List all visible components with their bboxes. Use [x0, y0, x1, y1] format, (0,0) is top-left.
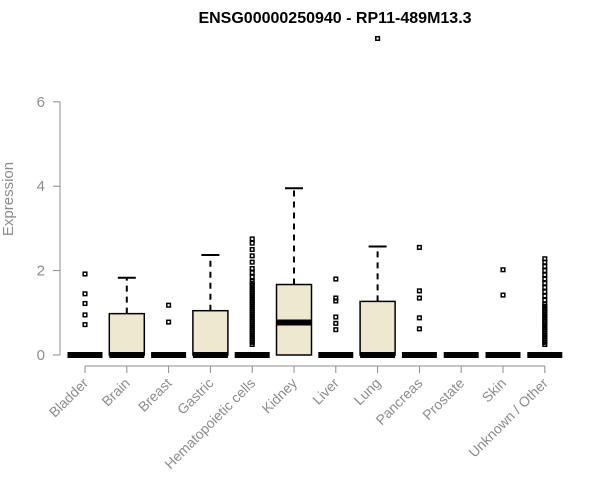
outlier-point [249, 259, 255, 265]
box-group [67, 271, 103, 358]
y-tick-label: 2 [37, 263, 45, 280]
outlier-point [416, 315, 422, 321]
outlier-point [416, 326, 422, 332]
outlier-point [166, 319, 172, 325]
outlier-point [542, 280, 548, 286]
box [359, 300, 396, 356]
x-tick-label: Prostate [419, 375, 467, 423]
y-tick-label: 0 [37, 347, 45, 364]
box-group [192, 253, 229, 358]
chart-title: ENSG00000250940 - RP11-489M13.3 [198, 10, 471, 27]
x-tick-label: Lung [350, 375, 383, 408]
box-group [275, 187, 313, 356]
outlier-point [333, 314, 339, 320]
x-tick-label: Brain [98, 375, 132, 409]
box-group [359, 35, 396, 358]
outlier-point [166, 302, 172, 308]
x-tick-label: Bladder [46, 375, 92, 421]
outlier-point [500, 267, 506, 273]
outlier-point [416, 288, 422, 294]
outlier-point [542, 284, 548, 291]
x-tick-label: Liver [309, 375, 342, 408]
x-tick-label: Kidney [259, 375, 301, 417]
outlier-point [82, 322, 88, 328]
y-tick-label: 6 [37, 94, 45, 111]
outlier-point [542, 272, 548, 278]
outlier-point [249, 253, 255, 259]
x-tick-label: Unknown / Other [465, 375, 551, 461]
outlier-point [249, 265, 255, 272]
outlier-point [333, 295, 339, 301]
y-axis: 0 2 4 6 [37, 94, 61, 364]
outlier-point [416, 244, 422, 250]
outlier-point [249, 240, 255, 246]
box-group [234, 236, 270, 358]
outlier-point [542, 293, 548, 299]
x-tick-label: Skin [479, 375, 510, 406]
outlier-point [249, 246, 255, 253]
outlier-point [542, 276, 548, 282]
box-group [151, 302, 187, 358]
outlier-point [542, 263, 548, 269]
outlier-point [82, 300, 88, 307]
outlier-point [542, 297, 548, 303]
plot-area [67, 35, 563, 358]
box-group [108, 276, 146, 358]
outlier-point [542, 289, 548, 295]
box-group [401, 244, 437, 358]
box-group [318, 276, 354, 358]
outlier-point [249, 270, 255, 276]
outlier-point [375, 35, 381, 42]
outlier-point [333, 320, 339, 326]
x-tick-label: Breast [135, 375, 175, 415]
y-axis-label: Expression [0, 162, 17, 236]
box-group [527, 256, 563, 358]
outlier-point [542, 268, 548, 274]
box [108, 312, 146, 356]
outlier-point [500, 292, 506, 298]
outlier-point [249, 274, 255, 280]
box-group [485, 267, 521, 358]
outlier-point [249, 236, 255, 242]
outlier-point [82, 291, 88, 297]
outlier-point [542, 256, 548, 262]
outlier-point [416, 295, 422, 301]
outlier-point [82, 312, 88, 318]
outlier-point [333, 327, 339, 333]
outlier-point [333, 276, 339, 282]
outlier-point [82, 271, 88, 277]
box [192, 309, 229, 356]
y-tick-label: 4 [37, 178, 45, 195]
